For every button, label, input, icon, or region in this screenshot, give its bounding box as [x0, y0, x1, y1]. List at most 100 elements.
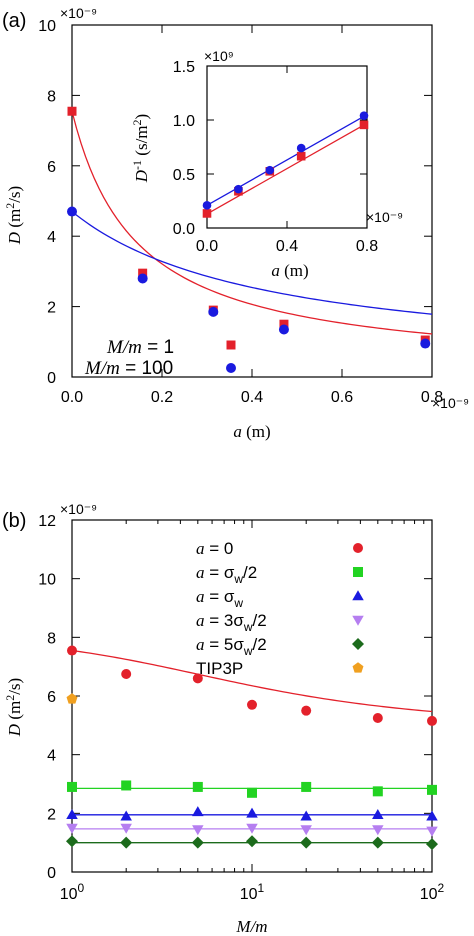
legend-label-mm1: M/m = 1 [106, 337, 174, 358]
inset-y-tick-label: 1.0 [173, 113, 195, 130]
y-exponent-label: ×10⁻⁹ [60, 5, 97, 21]
data-point [246, 835, 258, 848]
data-point [300, 836, 313, 849]
x-tick-label: 100 [60, 881, 85, 903]
inset-x-tick-label: 0.4 [276, 238, 298, 255]
data-point [67, 781, 77, 792]
data-point [66, 823, 78, 834]
x-tick-label: 0.0 [61, 389, 83, 406]
legend-marker-5 [352, 662, 364, 673]
legend-marker-0 [353, 543, 363, 553]
data-point [138, 268, 148, 278]
y-tick-label: 6 [47, 159, 56, 176]
inset-fit-line [206, 124, 365, 215]
inset-x-tick-label: 0.0 [196, 238, 218, 255]
inset-y-tick-label: 1.5 [173, 59, 195, 76]
data-point [66, 809, 78, 820]
data-point [279, 319, 289, 329]
data-point [66, 835, 78, 848]
inset-data-point [202, 209, 212, 218]
inset-y-tick-label: 0.5 [173, 167, 195, 184]
y-tick-label: 8 [47, 88, 56, 105]
inset-data-point [359, 111, 369, 120]
panel-a-legend: M/m = 1M/m = 100 [84, 337, 236, 379]
inset-data-point [296, 151, 306, 161]
y-tick-label: 12 [38, 513, 56, 530]
y-tick-label: 2 [47, 300, 56, 317]
panel-b-chart: (b) 0 2 4 6 8 10 12 100 101 102 ×10⁻⁹ D (m2/s) M/m a =… [2, 501, 445, 936]
data-point [67, 106, 77, 116]
legend-label-1: a = σw/2 [196, 563, 257, 586]
data-point [66, 693, 78, 704]
data-point [426, 810, 438, 821]
legend-label-mm100: M/m = 100 [84, 358, 173, 379]
inset-data-point [202, 201, 212, 210]
x-tick-label: 102 [420, 881, 445, 903]
inset-data-point [296, 143, 306, 153]
x-tick-label: 0.2 [151, 389, 173, 406]
x-exponent-label: ×10⁻⁹ [432, 395, 469, 411]
x-tick-label: 0.4 [241, 389, 263, 406]
data-point [192, 806, 204, 817]
x-tick-label: 0.8 [421, 389, 443, 406]
fit-curve-mm1 [71, 111, 433, 335]
y-tick-label: 10 [38, 572, 56, 589]
data-point [278, 324, 289, 335]
data-point [191, 836, 204, 849]
inset-data-point [359, 120, 369, 130]
x-axis-label: a (m) [233, 422, 270, 441]
y-tick-label: 8 [47, 630, 56, 647]
data-point [192, 825, 204, 836]
x-tick-label: 0.6 [331, 389, 353, 406]
data-point [247, 699, 257, 710]
legend-marker-4 [352, 638, 364, 650]
inset-y-axis-label: D-1 (s/m2) [130, 114, 151, 183]
panel-b-legend: a = 0 a = σw/2a = σwa = 3σw/2a = 5σw/2TIP… [196, 539, 364, 678]
inset-x-axis-label: a (m) [271, 261, 308, 280]
data-point [120, 836, 133, 849]
legend-label-0: a = 0 [196, 539, 233, 558]
data-point [300, 810, 312, 821]
inset-frame [206, 65, 368, 229]
inset-fit-line [206, 115, 365, 206]
data-point [246, 807, 258, 818]
data-point [67, 645, 77, 656]
y-tick-label: 6 [47, 689, 56, 706]
inset-x-tick-label: 0.8 [356, 238, 378, 255]
legend-label-5: TIP3P [196, 659, 243, 678]
data-point [192, 781, 203, 792]
legend-marker-1 [353, 567, 363, 577]
legend-label-4: a = 5σw/2 [196, 635, 267, 658]
inset-data-point [265, 165, 275, 175]
legend-label-2: a = σw [196, 587, 243, 610]
panel-a-label: (a) [2, 10, 26, 32]
inset-chart: 0.0 0.5 1.0 1.5 0.0 0.4 0.8 ×10⁹ ×10⁻⁹ D-1 (s/m2)… [130, 48, 403, 280]
data-point [247, 787, 257, 798]
y-exponent-label: ×10⁻⁹ [60, 501, 97, 517]
fit-curve-mm100 [71, 211, 433, 315]
x-axis-label: M/m [235, 917, 267, 936]
data-point [372, 809, 384, 820]
y-axis-label: D (m2/s) [3, 678, 24, 737]
data-point [120, 810, 132, 821]
data-point [208, 306, 219, 317]
x-tick-label: 101 [240, 881, 265, 903]
legend-label-3: a = 3σw/2 [196, 611, 267, 634]
y-tick-label: 4 [47, 748, 56, 765]
y-tick-label: 0 [47, 370, 56, 387]
inset-y-tick-label: 0.0 [173, 221, 195, 238]
data-point [301, 781, 312, 792]
legend-marker-3 [352, 615, 364, 626]
data-point [426, 826, 438, 837]
data-point [372, 825, 384, 836]
data-point [67, 206, 77, 217]
y-tick-label: 0 [47, 865, 56, 882]
data-point [301, 705, 312, 716]
data-point [121, 780, 132, 791]
inset-data-point [234, 184, 243, 194]
legend-marker-2 [352, 590, 364, 601]
data-point [426, 838, 438, 851]
legend-marker-mm1 [226, 340, 236, 350]
